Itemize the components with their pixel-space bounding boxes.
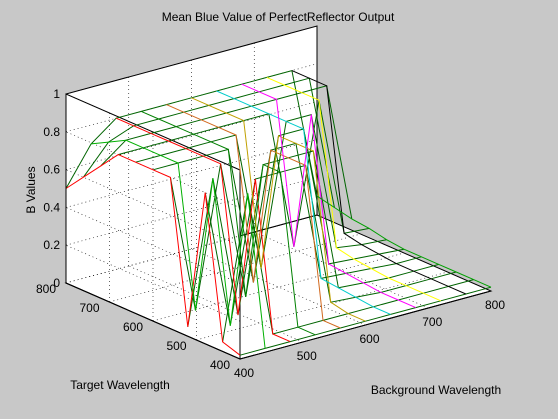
x-axis-line — [239, 290, 492, 360]
x-tick-label: 600 — [359, 332, 379, 346]
mesh-column-line — [91, 139, 266, 349]
mesh-column-line — [141, 110, 316, 336]
z-tick-label: 0.6 — [43, 163, 60, 177]
mesh-column-line — [291, 70, 467, 295]
y-tick-label: 500 — [166, 339, 186, 353]
x-tick-label: 400 — [234, 366, 254, 380]
z-tick-label: 0 — [53, 276, 60, 290]
grid-line — [65, 25, 318, 95]
grid-line — [65, 139, 318, 208]
y-tick-label: 400 — [210, 358, 230, 372]
grid-line — [65, 214, 318, 284]
y-axis-label: Target Wavelength — [70, 378, 170, 392]
mesh-column-line — [316, 195, 492, 288]
z-tick-label: 0.8 — [43, 125, 60, 139]
y-axis-line — [65, 282, 241, 360]
y-tick-label: 800 — [36, 282, 56, 296]
grid-line — [196, 271, 448, 341]
grid-line — [152, 252, 405, 322]
chart-title: Mean Blue Value of PerfectReflector Outp… — [162, 10, 395, 24]
mesh-column-line — [241, 83, 416, 309]
x-tick-label: 500 — [297, 349, 317, 363]
z-tick-label: 0.4 — [43, 200, 60, 214]
z-axis-label: B Values — [24, 166, 38, 213]
mesh-column-line — [266, 76, 442, 302]
mesh-column-line — [216, 90, 391, 315]
tick-labels: 40050060070080040050060070080000.20.40.6… — [36, 87, 505, 380]
z-tick-label: 0.2 — [43, 238, 60, 252]
surface-mesh — [65, 69, 492, 356]
z-tick-label: 1 — [53, 87, 60, 101]
mesh-column-line — [115, 117, 291, 343]
y-tick-label: 700 — [79, 301, 99, 315]
mesh-column-line — [65, 154, 241, 356]
mesh-column-line — [191, 97, 366, 322]
x-tick-label: 800 — [485, 298, 505, 312]
axes-lines — [65, 94, 492, 360]
x-axis-label: Background Wavelength — [371, 383, 501, 397]
y-tick-label: 600 — [123, 320, 143, 334]
x-tick-label: 700 — [422, 315, 442, 329]
grid-line — [109, 233, 361, 303]
mesh-column-line — [166, 104, 341, 329]
grid-line — [65, 101, 318, 170]
